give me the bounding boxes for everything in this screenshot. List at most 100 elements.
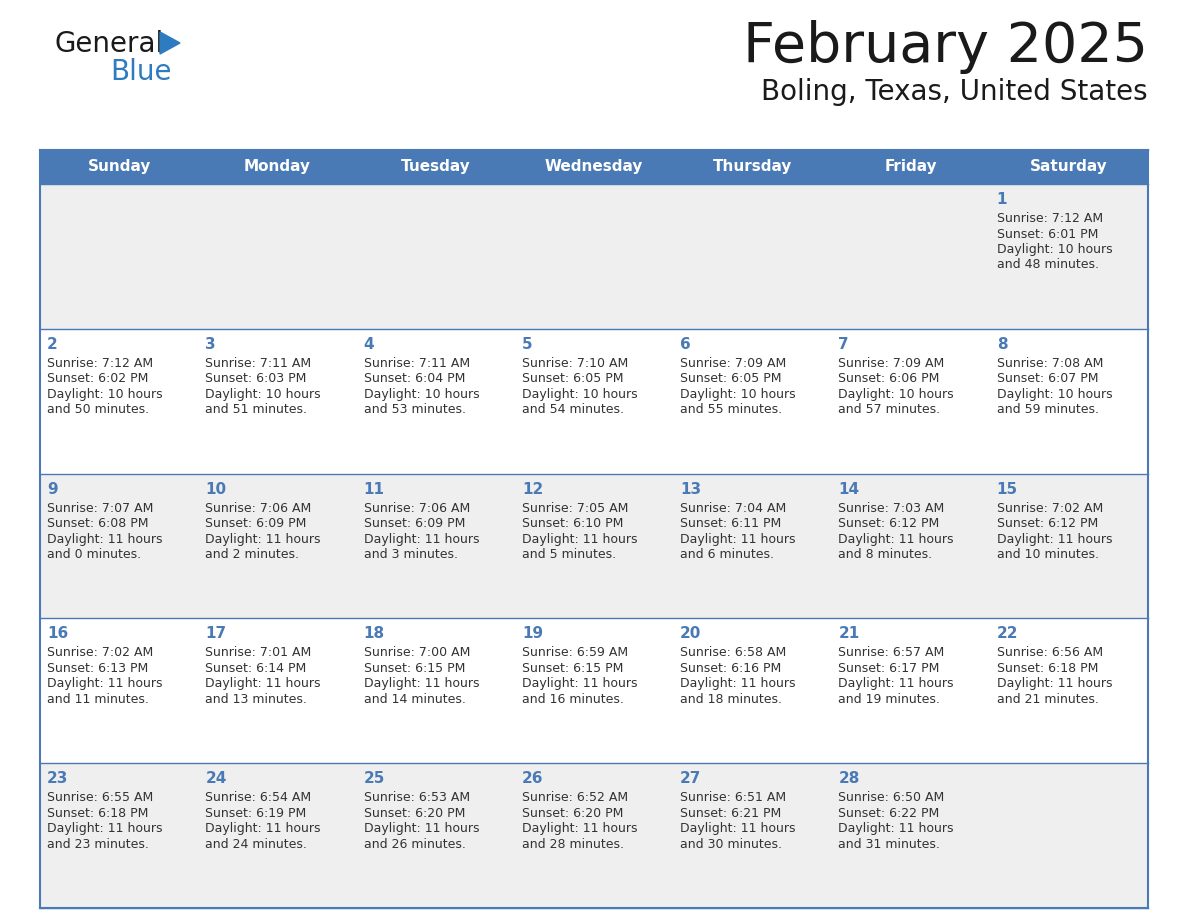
Text: Sunrise: 6:58 AM: Sunrise: 6:58 AM xyxy=(681,646,786,659)
Text: Daylight: 10 hours: Daylight: 10 hours xyxy=(206,387,321,401)
Text: Tuesday: Tuesday xyxy=(400,160,470,174)
Text: and 24 minutes.: and 24 minutes. xyxy=(206,838,308,851)
Text: General: General xyxy=(55,30,164,58)
Bar xyxy=(832,150,990,184)
Text: Sunset: 6:04 PM: Sunset: 6:04 PM xyxy=(364,373,465,386)
Text: Daylight: 11 hours: Daylight: 11 hours xyxy=(364,677,479,690)
Text: Sunrise: 7:10 AM: Sunrise: 7:10 AM xyxy=(522,357,628,370)
Text: 10: 10 xyxy=(206,482,227,497)
Text: Sunset: 6:20 PM: Sunset: 6:20 PM xyxy=(364,807,465,820)
Bar xyxy=(198,150,356,184)
Text: Thursday: Thursday xyxy=(713,160,792,174)
Text: 28: 28 xyxy=(839,771,860,786)
Text: Daylight: 10 hours: Daylight: 10 hours xyxy=(681,387,796,401)
Text: and 2 minutes.: and 2 minutes. xyxy=(206,548,299,561)
Text: and 26 minutes.: and 26 minutes. xyxy=(364,838,466,851)
Text: and 53 minutes.: and 53 minutes. xyxy=(364,403,466,416)
Text: and 59 minutes.: and 59 minutes. xyxy=(997,403,1099,416)
Text: Sunday: Sunday xyxy=(88,160,151,174)
Text: Daylight: 10 hours: Daylight: 10 hours xyxy=(839,387,954,401)
Text: Sunrise: 7:03 AM: Sunrise: 7:03 AM xyxy=(839,501,944,515)
Text: Daylight: 11 hours: Daylight: 11 hours xyxy=(206,532,321,545)
Text: Sunset: 6:15 PM: Sunset: 6:15 PM xyxy=(522,662,624,675)
Text: Sunrise: 6:54 AM: Sunrise: 6:54 AM xyxy=(206,791,311,804)
Text: 26: 26 xyxy=(522,771,543,786)
Text: Daylight: 10 hours: Daylight: 10 hours xyxy=(48,387,163,401)
Text: Sunset: 6:08 PM: Sunset: 6:08 PM xyxy=(48,517,148,530)
Text: Daylight: 11 hours: Daylight: 11 hours xyxy=(997,532,1112,545)
Text: Sunset: 6:14 PM: Sunset: 6:14 PM xyxy=(206,662,307,675)
Text: Sunset: 6:16 PM: Sunset: 6:16 PM xyxy=(681,662,782,675)
Text: 1: 1 xyxy=(997,192,1007,207)
Text: Sunrise: 7:02 AM: Sunrise: 7:02 AM xyxy=(48,646,153,659)
Text: 9: 9 xyxy=(48,482,58,497)
Text: Sunrise: 7:11 AM: Sunrise: 7:11 AM xyxy=(206,357,311,370)
Text: February 2025: February 2025 xyxy=(742,20,1148,74)
Text: 14: 14 xyxy=(839,482,860,497)
Text: Sunset: 6:12 PM: Sunset: 6:12 PM xyxy=(839,517,940,530)
Text: Friday: Friday xyxy=(884,160,937,174)
Text: and 30 minutes.: and 30 minutes. xyxy=(681,838,782,851)
Text: Daylight: 10 hours: Daylight: 10 hours xyxy=(522,387,638,401)
Text: Saturday: Saturday xyxy=(1030,160,1107,174)
Text: 11: 11 xyxy=(364,482,385,497)
Bar xyxy=(40,329,1148,474)
Text: 24: 24 xyxy=(206,771,227,786)
Text: Sunset: 6:18 PM: Sunset: 6:18 PM xyxy=(48,807,148,820)
Text: and 10 minutes.: and 10 minutes. xyxy=(997,548,1099,561)
Text: 2: 2 xyxy=(48,337,58,352)
Text: 20: 20 xyxy=(681,626,702,642)
Text: Sunset: 6:10 PM: Sunset: 6:10 PM xyxy=(522,517,624,530)
Text: Sunrise: 7:11 AM: Sunrise: 7:11 AM xyxy=(364,357,469,370)
Text: Sunset: 6:09 PM: Sunset: 6:09 PM xyxy=(206,517,307,530)
Text: Sunset: 6:01 PM: Sunset: 6:01 PM xyxy=(997,228,1098,241)
Text: Sunrise: 6:53 AM: Sunrise: 6:53 AM xyxy=(364,791,469,804)
Text: Sunset: 6:20 PM: Sunset: 6:20 PM xyxy=(522,807,624,820)
Text: Boling, Texas, United States: Boling, Texas, United States xyxy=(762,78,1148,106)
Text: 23: 23 xyxy=(48,771,69,786)
Text: Sunset: 6:07 PM: Sunset: 6:07 PM xyxy=(997,373,1098,386)
Text: Sunset: 6:05 PM: Sunset: 6:05 PM xyxy=(522,373,624,386)
Text: 17: 17 xyxy=(206,626,227,642)
Text: Daylight: 11 hours: Daylight: 11 hours xyxy=(48,823,163,835)
Text: Daylight: 11 hours: Daylight: 11 hours xyxy=(839,532,954,545)
Text: Sunset: 6:09 PM: Sunset: 6:09 PM xyxy=(364,517,465,530)
Text: and 13 minutes.: and 13 minutes. xyxy=(206,693,308,706)
Bar xyxy=(40,619,1148,763)
Text: Daylight: 11 hours: Daylight: 11 hours xyxy=(364,532,479,545)
Text: Sunset: 6:06 PM: Sunset: 6:06 PM xyxy=(839,373,940,386)
Text: Daylight: 11 hours: Daylight: 11 hours xyxy=(364,823,479,835)
Text: Sunrise: 7:09 AM: Sunrise: 7:09 AM xyxy=(839,357,944,370)
Text: 15: 15 xyxy=(997,482,1018,497)
Text: Daylight: 11 hours: Daylight: 11 hours xyxy=(839,677,954,690)
Text: Sunset: 6:12 PM: Sunset: 6:12 PM xyxy=(997,517,1098,530)
Text: Daylight: 10 hours: Daylight: 10 hours xyxy=(997,387,1112,401)
Text: and 23 minutes.: and 23 minutes. xyxy=(48,838,148,851)
Bar xyxy=(356,150,514,184)
Text: Sunrise: 7:04 AM: Sunrise: 7:04 AM xyxy=(681,501,786,515)
Text: Sunset: 6:18 PM: Sunset: 6:18 PM xyxy=(997,662,1098,675)
Text: Sunrise: 7:07 AM: Sunrise: 7:07 AM xyxy=(48,501,153,515)
Text: 4: 4 xyxy=(364,337,374,352)
Text: and 31 minutes.: and 31 minutes. xyxy=(839,838,941,851)
Text: and 51 minutes.: and 51 minutes. xyxy=(206,403,308,416)
Text: and 11 minutes.: and 11 minutes. xyxy=(48,693,148,706)
Text: Sunset: 6:11 PM: Sunset: 6:11 PM xyxy=(681,517,782,530)
Bar xyxy=(990,150,1148,184)
Text: 18: 18 xyxy=(364,626,385,642)
Text: 5: 5 xyxy=(522,337,532,352)
Text: Sunset: 6:21 PM: Sunset: 6:21 PM xyxy=(681,807,782,820)
Text: 25: 25 xyxy=(364,771,385,786)
Text: Blue: Blue xyxy=(110,58,171,86)
Text: Sunrise: 7:06 AM: Sunrise: 7:06 AM xyxy=(206,501,311,515)
Text: Daylight: 11 hours: Daylight: 11 hours xyxy=(206,823,321,835)
Text: Sunset: 6:02 PM: Sunset: 6:02 PM xyxy=(48,373,148,386)
Text: and 3 minutes.: and 3 minutes. xyxy=(364,548,457,561)
Text: Daylight: 11 hours: Daylight: 11 hours xyxy=(48,532,163,545)
Text: Daylight: 11 hours: Daylight: 11 hours xyxy=(997,677,1112,690)
Text: Sunrise: 6:56 AM: Sunrise: 6:56 AM xyxy=(997,646,1102,659)
Text: and 16 minutes.: and 16 minutes. xyxy=(522,693,624,706)
Text: Sunrise: 6:55 AM: Sunrise: 6:55 AM xyxy=(48,791,153,804)
Text: Wednesday: Wednesday xyxy=(545,160,643,174)
Text: Monday: Monday xyxy=(244,160,311,174)
